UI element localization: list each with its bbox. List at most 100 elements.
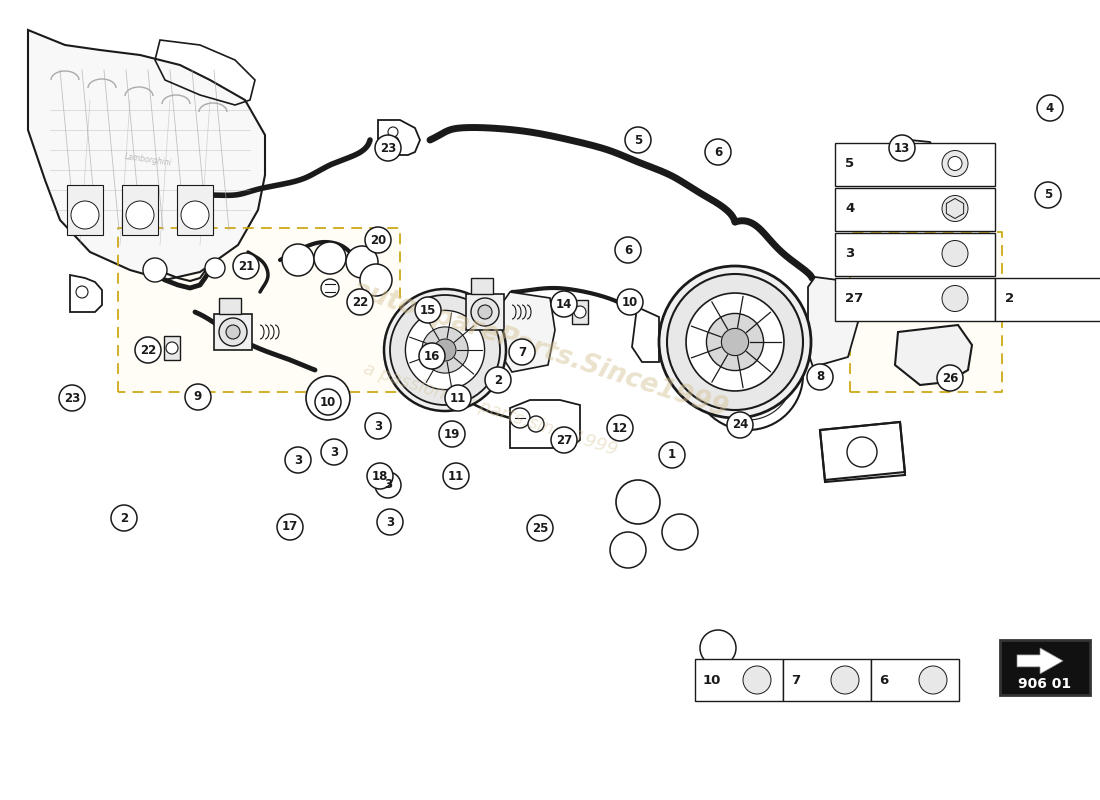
Text: 4: 4 (845, 202, 855, 215)
Circle shape (166, 342, 178, 354)
Circle shape (615, 237, 641, 263)
Circle shape (415, 297, 441, 323)
Circle shape (510, 408, 530, 428)
Circle shape (705, 139, 732, 165)
Circle shape (76, 286, 88, 298)
Circle shape (574, 306, 586, 318)
Bar (835, 188, 996, 231)
Circle shape (485, 367, 512, 393)
Circle shape (282, 244, 314, 276)
Circle shape (277, 514, 302, 540)
Text: 5: 5 (845, 157, 854, 170)
Circle shape (1037, 95, 1063, 121)
Circle shape (321, 439, 346, 465)
Circle shape (616, 480, 660, 524)
Text: 17: 17 (282, 521, 298, 534)
Text: 19: 19 (443, 427, 460, 441)
Polygon shape (28, 30, 265, 280)
Circle shape (703, 330, 793, 420)
Circle shape (72, 201, 99, 229)
Text: 1: 1 (668, 449, 676, 462)
Text: 13: 13 (894, 142, 910, 154)
Text: Lamborghini: Lamborghini (123, 152, 173, 168)
Circle shape (662, 514, 698, 550)
Circle shape (388, 127, 398, 137)
Text: 6: 6 (879, 674, 889, 686)
Text: 12: 12 (612, 422, 628, 434)
Text: 7: 7 (791, 674, 800, 686)
Text: 3: 3 (384, 478, 392, 491)
Text: 6: 6 (714, 146, 722, 158)
Circle shape (365, 227, 390, 253)
Circle shape (375, 135, 402, 161)
Circle shape (219, 318, 248, 346)
Text: 26: 26 (942, 371, 958, 385)
Circle shape (942, 150, 968, 177)
Circle shape (617, 289, 643, 315)
Circle shape (367, 463, 393, 489)
Circle shape (111, 505, 138, 531)
Text: 22: 22 (352, 295, 368, 309)
Circle shape (314, 242, 346, 274)
Circle shape (306, 376, 350, 420)
Circle shape (346, 289, 373, 315)
Circle shape (659, 266, 811, 418)
Text: 23: 23 (379, 142, 396, 154)
Text: autoSpareParts.Since1999: autoSpareParts.Since1999 (349, 277, 732, 423)
Bar (219, 298, 241, 314)
Circle shape (899, 151, 911, 163)
Circle shape (315, 389, 341, 415)
Bar (835, 143, 996, 186)
Circle shape (706, 314, 763, 370)
Circle shape (406, 310, 485, 390)
Circle shape (185, 384, 211, 410)
Bar (695, 659, 783, 701)
Text: 18: 18 (372, 470, 388, 482)
Circle shape (443, 463, 469, 489)
Circle shape (321, 279, 339, 297)
Text: 20: 20 (370, 234, 386, 246)
Text: 11: 11 (448, 470, 464, 482)
Circle shape (667, 274, 803, 410)
Bar (783, 659, 871, 701)
Circle shape (607, 415, 632, 441)
Text: 3: 3 (374, 419, 382, 433)
Circle shape (528, 416, 544, 432)
Text: 4: 4 (1046, 102, 1054, 114)
Circle shape (390, 295, 501, 405)
Polygon shape (118, 228, 400, 392)
Circle shape (847, 437, 877, 467)
Bar (871, 659, 959, 701)
Text: 10: 10 (621, 295, 638, 309)
Text: 25: 25 (531, 522, 548, 534)
Text: 2: 2 (1005, 292, 1014, 305)
Text: 3: 3 (845, 247, 855, 260)
Circle shape (59, 385, 85, 411)
Text: 3: 3 (294, 454, 302, 466)
Circle shape (937, 365, 962, 391)
Text: 906 01: 906 01 (1019, 677, 1071, 691)
Circle shape (610, 532, 646, 568)
Circle shape (226, 325, 240, 339)
Text: 14: 14 (556, 298, 572, 310)
Circle shape (918, 666, 947, 694)
Polygon shape (850, 232, 1002, 392)
Circle shape (889, 135, 915, 161)
Circle shape (942, 241, 968, 266)
Text: 3: 3 (386, 515, 394, 529)
Circle shape (551, 427, 578, 453)
Polygon shape (503, 292, 556, 372)
Circle shape (693, 320, 803, 430)
Text: 27: 27 (845, 292, 864, 305)
Circle shape (659, 442, 685, 468)
Circle shape (446, 385, 471, 411)
Text: 5: 5 (634, 134, 642, 146)
Circle shape (742, 666, 771, 694)
Text: 2: 2 (120, 511, 128, 525)
Text: 9: 9 (194, 390, 202, 403)
Circle shape (346, 246, 378, 278)
Text: 5: 5 (1044, 189, 1052, 202)
Circle shape (360, 264, 392, 296)
Circle shape (387, 136, 399, 148)
Circle shape (830, 666, 859, 694)
